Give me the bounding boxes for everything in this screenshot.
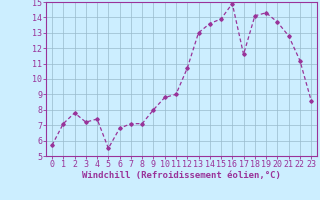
X-axis label: Windchill (Refroidissement éolien,°C): Windchill (Refroidissement éolien,°C)	[82, 171, 281, 180]
